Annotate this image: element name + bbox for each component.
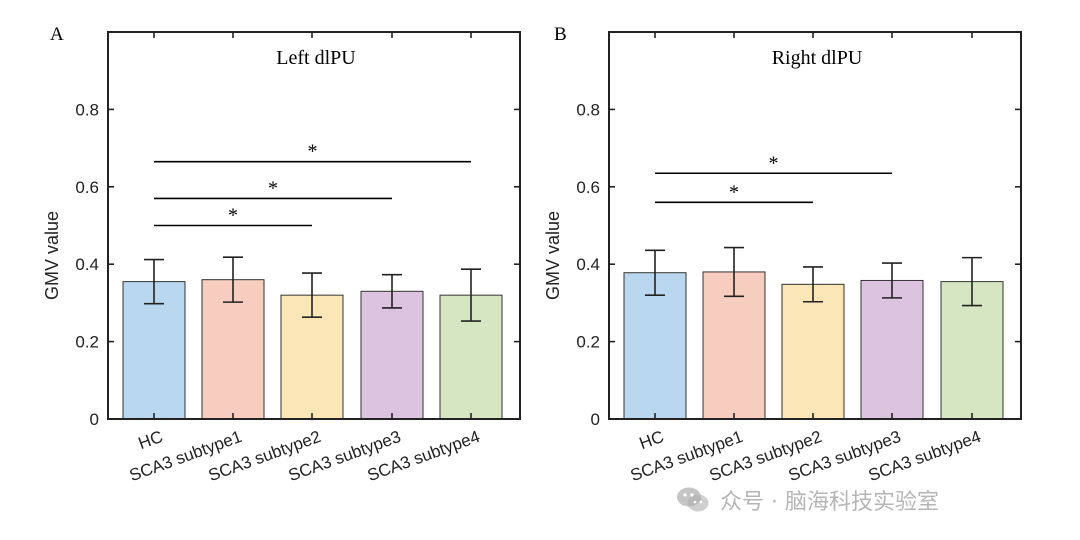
chart-b-axes-frame [608, 31, 1022, 420]
chart-b-significance-star-2: * [769, 152, 779, 174]
chart-b-errorbar-2 [724, 246, 744, 298]
chart-b-panel-label: B [554, 24, 567, 45]
chart-a-significance-star-1: * [228, 205, 238, 227]
chart-b-ylabel: GMV value [543, 211, 563, 300]
chart-b-errorbar-3 [803, 266, 823, 303]
chart-a-ytick-label-4: 0.8 [75, 100, 99, 119]
chart-b-xtick-label-1: HC [637, 427, 667, 453]
chart-a-bar-1 [122, 281, 186, 420]
chart-b-significance-star-1: * [729, 181, 739, 203]
chart-a-ytick-label-1: 0.2 [75, 333, 99, 352]
chart-b-errorbar-4 [882, 262, 902, 299]
chart-a-xtick-label-1: HC [136, 427, 166, 453]
chart-a-title: Left dlPU [276, 47, 356, 69]
chart-a-errorbar-3 [302, 272, 322, 319]
chart-b-bar-1 [623, 272, 687, 420]
chart-b-bar-4 [860, 279, 924, 420]
chart-a-ytick-label-3: 0.6 [75, 178, 99, 197]
chart-b-ytick-label-2: 0.4 [576, 255, 600, 274]
chart-b-ytick-label-4: 0.8 [576, 100, 600, 119]
chart-b-errorbar-1 [645, 249, 665, 296]
chart-b-bar-3 [781, 283, 845, 420]
chart-a-ytick-label-2: 0.4 [75, 255, 99, 274]
watermark-text: 众号 · 脑海科技实验室 [720, 490, 939, 515]
chart-a-significance-star-3: * [308, 141, 318, 163]
chart-a-errorbar-5 [461, 268, 481, 322]
wechat-icon [677, 487, 709, 512]
chart-a-panel-label: A [50, 24, 64, 45]
chart-a-axes-frame [107, 31, 521, 420]
chart-b-ytick-label-1: 0.2 [576, 333, 600, 352]
chart-a-errorbar-1 [144, 258, 164, 305]
watermark: 众号 · 脑海科技实验室 [676, 480, 939, 520]
chart-a-errorbar-2 [223, 256, 243, 303]
chart-a-ylabel: GMV value [42, 211, 62, 300]
chart-a-ytick-label-0: 0 [90, 410, 99, 429]
chart-b-ytick-label-0: 0 [591, 410, 600, 429]
chart-b-title: Right dlPU [772, 47, 863, 69]
chart-a-bar-4 [360, 290, 424, 420]
chart-a-errorbar-4 [382, 273, 402, 309]
chart-a-significance-star-2: * [268, 177, 278, 199]
chart-b-errorbar-5 [962, 256, 982, 307]
chart-b-ytick-label-3: 0.6 [576, 178, 600, 197]
